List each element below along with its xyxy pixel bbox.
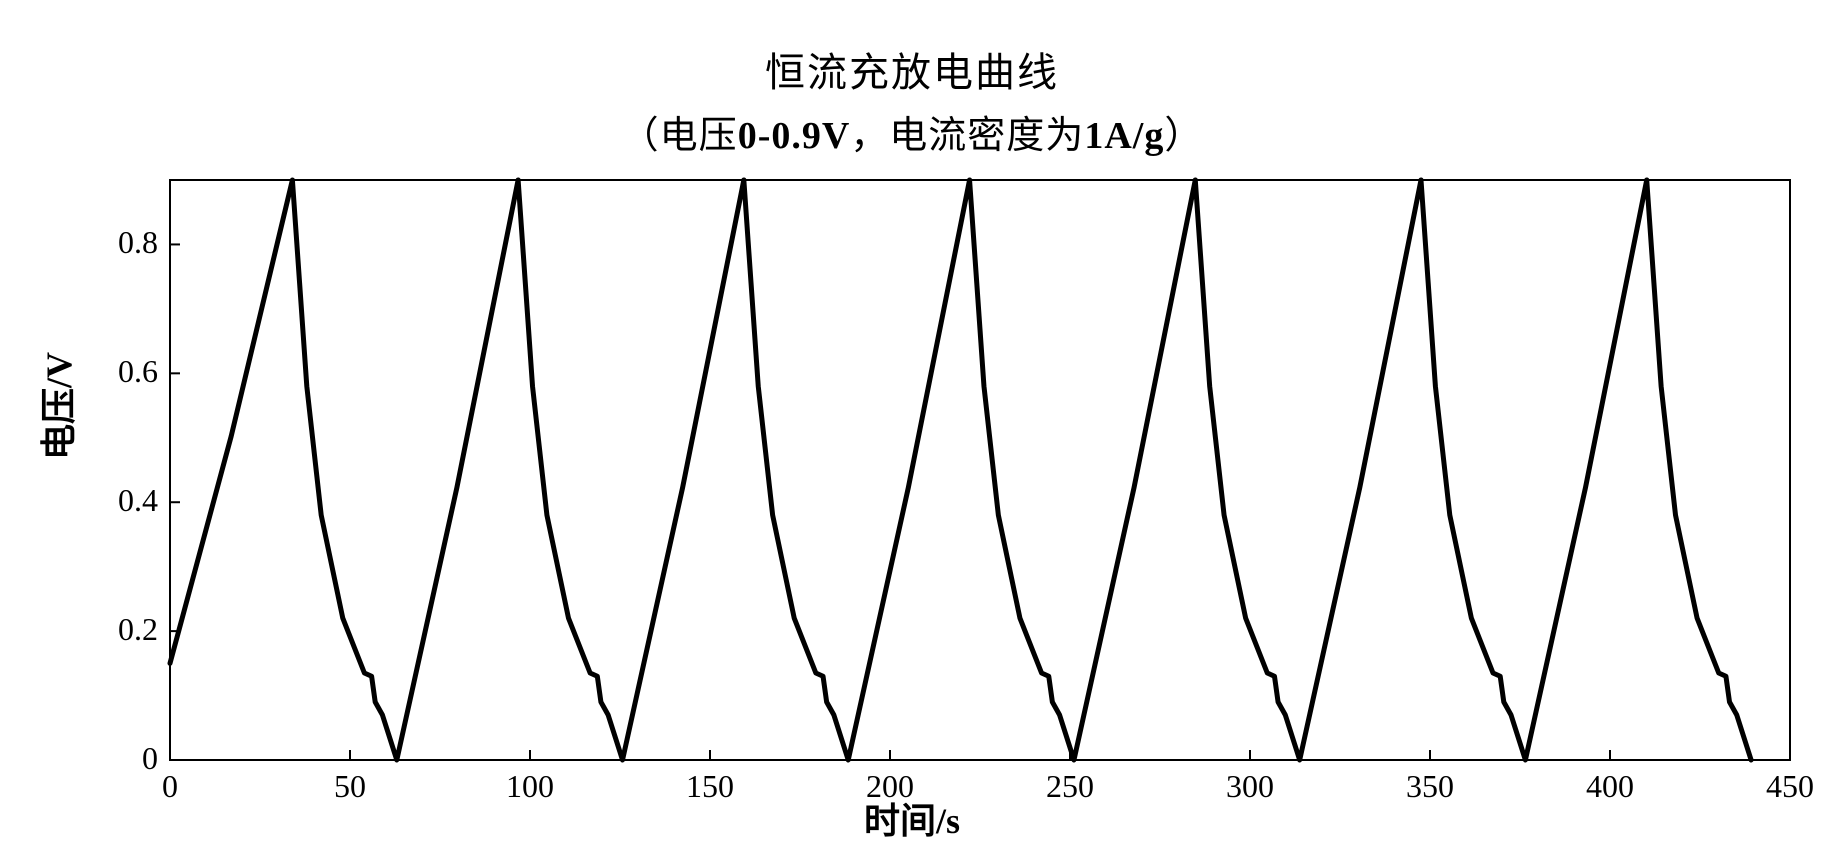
y-tick-label: 0 [142,740,158,777]
x-tick-label: 200 [860,768,920,805]
x-tick-label: 400 [1580,768,1640,805]
x-tick-label: 150 [680,768,740,805]
y-tick-label: 0.4 [118,482,158,519]
y-tick-label: 0.6 [118,353,158,390]
chart-container: 恒流充放电曲线 （电压0-0.9V，电流密度为1A/g） 电压/V 时间/s 0… [0,0,1824,864]
y-tick-label: 0.2 [118,611,158,648]
y-tick-label: 0.8 [118,224,158,261]
x-tick-label: 250 [1040,768,1100,805]
x-tick-label: 300 [1220,768,1280,805]
plot-svg [0,0,1824,864]
x-tick-label: 50 [320,768,380,805]
x-tick-label: 350 [1400,768,1460,805]
x-tick-label: 450 [1760,768,1820,805]
x-tick-label: 100 [500,768,560,805]
